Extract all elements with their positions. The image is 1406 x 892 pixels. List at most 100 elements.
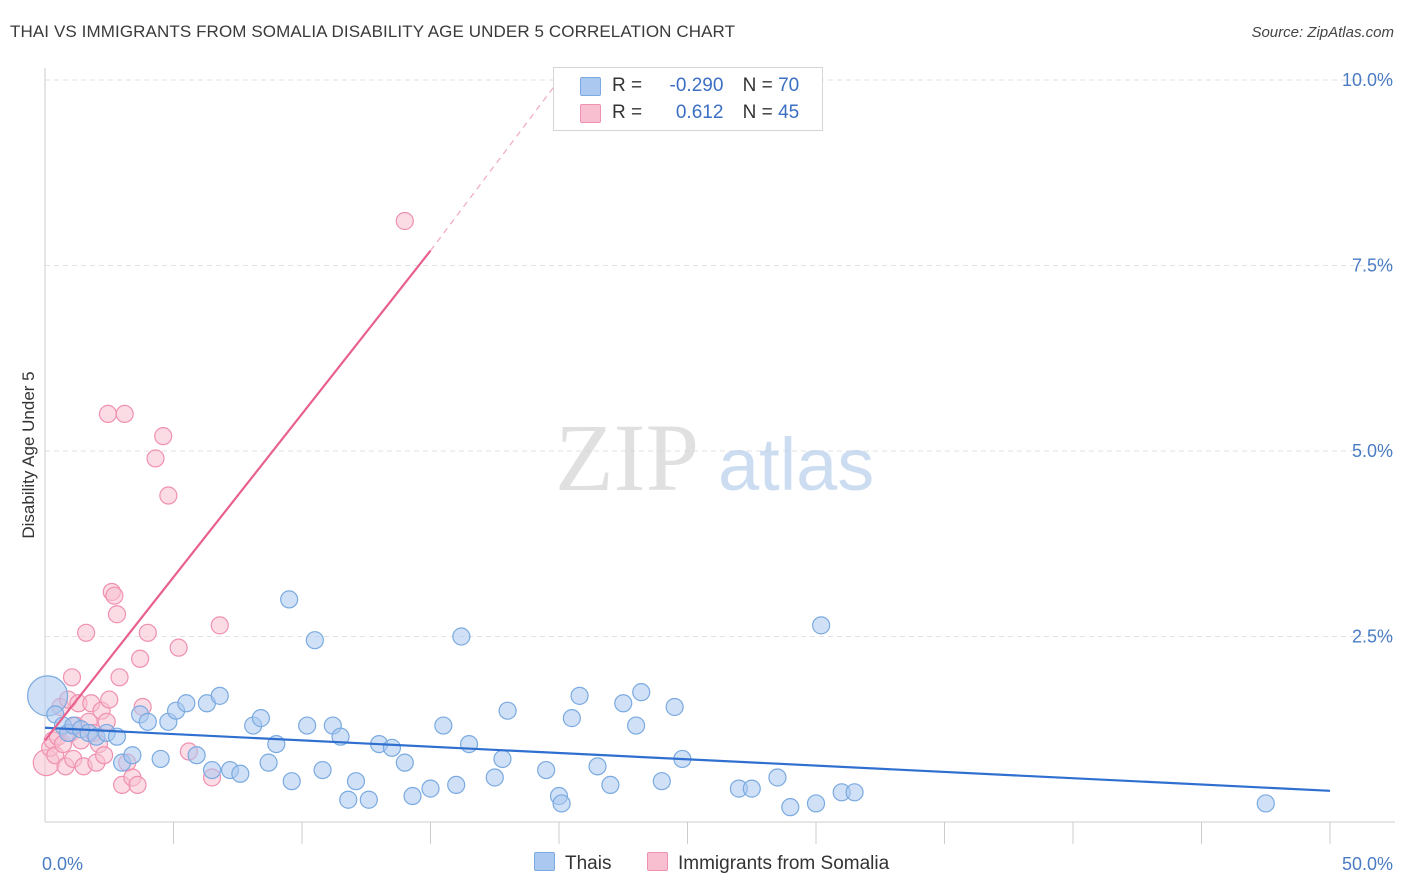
thai-point [313,760,332,780]
thai-point [280,590,299,609]
somalia-point [115,404,134,423]
somalia-point [154,427,173,446]
thai-point [382,738,402,757]
watermark: ZIP atlas [555,404,874,511]
thai-point [210,686,229,705]
somalia-point [130,649,150,668]
y-tick-label-2: 7.5% [1352,256,1393,276]
legend-n-value-thai: 70 [778,75,800,96]
thai-point [395,753,414,772]
y-tick-label-3: 10.0% [1342,70,1393,90]
thai-point [359,790,378,809]
thai-point [601,775,620,795]
thai-point [781,798,800,817]
legend-r-value-thai: -0.290 [669,75,724,96]
thai-point [331,727,350,746]
thai-point [138,712,157,731]
thai-point [346,772,366,791]
legend-n-value-somalia: 45 [778,102,800,123]
somalia-point [138,623,157,642]
y-tick-label-1: 5.0% [1352,441,1393,461]
axes [44,68,1395,844]
bottom-legend-label-somalia: Immigrants from Somalia [678,853,890,874]
watermark-atlas: atlas [718,423,874,506]
y-tick-label-0: 2.5% [1352,627,1393,647]
legend-swatch-thai [580,77,601,96]
watermark-zip: ZIP [555,404,699,511]
bottom-legend-swatch-thai [534,852,555,871]
somalia-point [62,668,82,687]
somalia-point [98,404,118,423]
somalia-point [146,449,165,468]
series-somalia-points [32,211,414,795]
thai-point [493,749,512,769]
correlation-legend: R = -0.290 N = 70 R = 0.612 N = 45 [553,67,823,131]
thai-point [1256,794,1275,813]
legend-n-label: N = [742,102,773,123]
thai-point [447,775,466,795]
thai-point [742,779,761,798]
thai-point [177,694,196,713]
thai-point [562,709,581,728]
thai-point [806,794,826,813]
source-label: Source: ZipAtlas.com [1251,24,1394,41]
legend-n-label: N = [742,75,773,96]
thai-point [434,716,453,735]
trend-line-thai [44,726,1331,792]
thai-point [452,627,471,646]
somalia-point [159,486,178,505]
somalia-point [395,211,414,231]
thai-point [632,683,651,702]
somalia-point [100,690,119,709]
thai-point [845,783,864,802]
thai-point [459,734,479,754]
thai-point [665,697,684,717]
thai-point [537,760,556,780]
bottom-legend-thai: Thais [534,852,611,875]
thai-point [498,701,517,720]
thai-point [231,764,250,783]
legend-r-label: R = [612,75,643,96]
chart-title: THAI VS IMMIGRANTS FROM SOMALIA DISABILI… [10,22,736,41]
thai-point [251,709,270,728]
thai-point [588,757,607,776]
thai-point [187,746,206,765]
tick-labels: 2.5% 5.0% 7.5% 10.0% 0.0% 50.0% [42,70,1393,874]
thai-point [570,686,589,705]
thai-point [552,794,571,813]
thai-point [403,786,422,806]
thai-point [123,746,142,765]
thai-point [652,772,671,791]
thai-point [151,749,170,769]
thai-point [282,772,301,791]
thai-point [305,631,324,650]
trend-lines [44,79,1331,792]
legend-swatch-somalia [580,104,601,123]
thai-point [339,790,358,809]
thai-point [298,716,317,735]
thai-point [485,768,504,787]
grid-lines [45,79,1395,637]
thai-point [202,760,222,780]
y-axis-label: Disability Age Under 5 [19,371,38,538]
bottom-legend-somalia: Immigrants from Somalia [647,852,889,875]
trend-extension-somalia [430,79,560,252]
legend-r-label: R = [612,102,643,123]
thai-point [259,753,278,772]
legend-r-value-somalia: 0.612 [675,102,724,123]
thai-point [768,768,787,787]
somalia-point [128,775,147,795]
thai-point [614,694,633,713]
thai-point [421,779,440,798]
somalia-point [107,605,127,624]
somalia-point [105,586,124,605]
bottom-legend-label-thai: Thais [565,853,612,874]
thai-point [626,716,646,735]
thai-point [812,616,831,635]
somalia-point [95,746,114,765]
somalia-point [110,668,129,687]
x-tick-label-1: 50.0% [1342,854,1393,874]
trend-line-somalia [44,249,432,742]
x-tick-label-0: 0.0% [42,854,83,874]
